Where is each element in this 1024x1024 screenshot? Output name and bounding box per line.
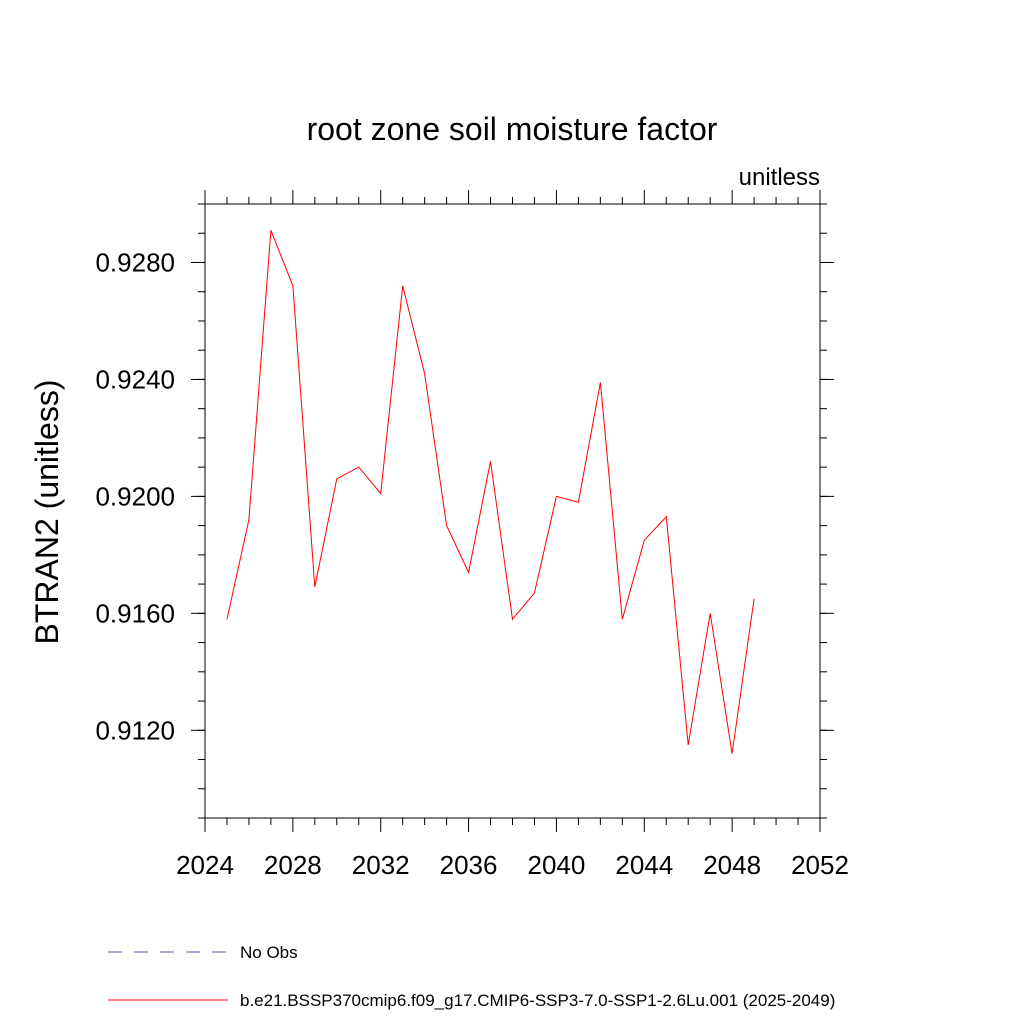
x-tick-label: 2032 <box>352 850 410 880</box>
series-layer <box>226 230 755 754</box>
x-tick-label: 2048 <box>703 850 761 880</box>
x-tick-label: 2036 <box>440 850 498 880</box>
y-tick-label: 0.9160 <box>95 598 175 628</box>
y-tick-label: 0.9280 <box>95 247 175 277</box>
legend-label: b.e21.BSSP370cmip6.f09_g17.CMIP6-SSP3-7.… <box>240 991 835 1010</box>
y-axis-label: BTRAN2 (unitless) <box>29 380 65 645</box>
y-tick-label: 0.9240 <box>95 364 175 394</box>
x-tick-label: 2024 <box>176 850 234 880</box>
x-tick-label: 2052 <box>791 850 849 880</box>
series-line <box>226 230 755 754</box>
legend: No Obs b.e21.BSSP370cmip6.f09_g17.CMIP6-S… <box>108 943 835 1010</box>
chart-title: root zone soil moisture factor <box>307 111 718 147</box>
x-tick-label: 2044 <box>615 850 673 880</box>
units-label: unitless <box>739 164 820 191</box>
y-tick-label: 0.9120 <box>95 715 175 745</box>
ticks: 2024 2028 2032 2036 2040 2044 2048 2052 0.9120 0.… <box>95 190 849 880</box>
x-tick-label: 2028 <box>264 850 322 880</box>
legend-label: No Obs <box>240 943 298 962</box>
x-tick-label: 2040 <box>528 850 586 880</box>
y-tick-label: 0.9200 <box>95 481 175 511</box>
